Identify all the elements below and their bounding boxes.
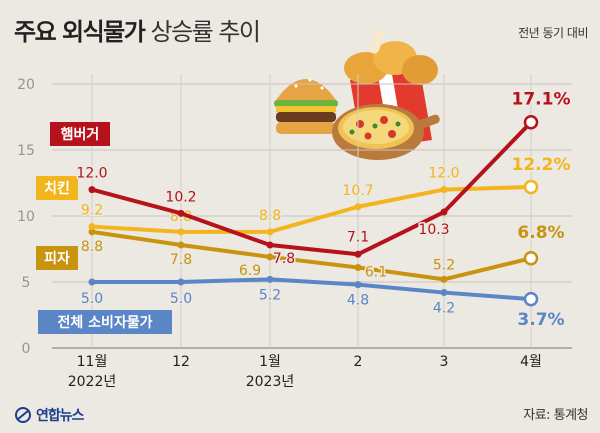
y-tick-label: 0: [22, 341, 31, 357]
chart-title: 주요 외식물가 상승률 추이: [14, 12, 261, 47]
legend-label: 피자: [44, 251, 70, 267]
x-tick-label: 12: [172, 354, 190, 370]
data-point: [177, 278, 185, 286]
data-label: 6.9: [239, 263, 261, 279]
data-label: 7.8: [273, 251, 295, 267]
data-point: [354, 281, 362, 289]
data-point: [440, 208, 448, 216]
data-point-end: [523, 291, 539, 307]
data-label: 4.2: [433, 301, 455, 317]
globe-logo-icon: [15, 407, 31, 423]
x-tick-sublabel: 2023년: [246, 374, 295, 390]
y-tick-label: 15: [17, 143, 35, 159]
data-point: [440, 275, 448, 283]
data-point: [88, 228, 96, 236]
title-bold: 주요 외식물가: [14, 18, 146, 46]
data-point: [266, 241, 274, 249]
x-tick-label: 4월: [520, 354, 542, 370]
series-2: 8.8 7.8 6.9 6.1 5.2 6.8% 피자: [36, 222, 566, 283]
data-point-end: [523, 179, 539, 195]
data-point: [440, 289, 448, 297]
x-tick-label: 1월: [259, 354, 281, 370]
data-point-end: [523, 250, 539, 266]
data-point: [177, 228, 185, 236]
data-point: [177, 241, 185, 249]
data-label: 3.7%: [517, 310, 564, 330]
data-label: 8.8: [81, 239, 103, 255]
data-point: [266, 253, 274, 261]
burger-icon: [274, 78, 338, 134]
legend-label: 전체 소비자물가: [57, 314, 152, 331]
data-label: 5.0: [81, 291, 103, 307]
y-tick-label: 10: [17, 209, 35, 225]
data-label: 17.1%: [512, 89, 571, 109]
data-point: [177, 209, 185, 217]
basis-note: 전년 동기 대비: [518, 26, 588, 40]
data-label: 7.1: [347, 229, 369, 245]
data-label: 12.2%: [512, 155, 571, 175]
food-illustration: [274, 28, 440, 160]
x-tick-label: 2: [354, 354, 363, 370]
legend-box: [38, 310, 172, 334]
data-label: 7.8: [170, 252, 192, 268]
legend-item: 전체 소비자물가: [38, 310, 172, 334]
source-note: 자료: 통계청: [523, 408, 588, 423]
data-point-end: [523, 115, 539, 130]
data-label: 12.0: [76, 166, 107, 182]
legend-box: [50, 122, 110, 146]
series-line: [91, 184, 532, 234]
series-line: [92, 277, 532, 302]
data-label: 5.2: [259, 287, 281, 303]
data-point: [440, 186, 448, 194]
legend-item: 햄버거: [50, 122, 110, 146]
y-tick-label: 20: [17, 77, 35, 93]
legend-box: [36, 246, 78, 270]
x-tick-label: 3: [440, 354, 449, 370]
data-point: [88, 278, 96, 286]
data-label: 5.0: [170, 291, 192, 307]
series-line: [91, 120, 533, 257]
data-point: [354, 203, 362, 211]
legend-item: 피자: [36, 246, 78, 270]
logo-text: 연합뉴스: [36, 408, 85, 424]
series-0: 12.0 10.2 7.8 7.1 10.3 17.1% 햄버거: [50, 88, 572, 269]
data-label: 8.8: [259, 208, 281, 224]
x-tick-sublabel: 2022년: [68, 374, 117, 390]
data-point: [266, 275, 274, 283]
data-label: 10.3: [418, 222, 449, 238]
data-point: [88, 223, 96, 231]
legend-label: 햄버거: [61, 126, 100, 143]
data-label: 6.1: [365, 264, 387, 280]
data-label: 4.8: [347, 293, 369, 309]
series-3: 5.0 5.0 5.2 4.8 4.2 3.7% 전체 소비자물가: [38, 275, 566, 334]
data-point: [354, 250, 362, 258]
grid: 0 5 10 15 20 11월 2022년 12 1월 2023년 2 3 4월: [17, 74, 572, 390]
series-line: [91, 229, 532, 282]
x-tick-label: 11월: [77, 354, 108, 370]
legend-label: 치킨: [44, 180, 70, 197]
data-point: [266, 228, 274, 236]
data-label: 5.2: [433, 257, 455, 273]
legend-item: 치킨: [36, 176, 78, 200]
data-label: 10.7: [342, 183, 373, 199]
data-label: 9.2: [81, 203, 103, 219]
y-tick-label: 5: [22, 275, 31, 291]
legend-box: [36, 176, 78, 200]
title-light: 상승률 추이: [150, 18, 261, 46]
data-point: [88, 186, 96, 194]
data-label: 10.2: [165, 189, 196, 205]
data-point: [354, 263, 362, 271]
data-label: 12.0: [428, 166, 459, 182]
data-label: 6.8%: [517, 223, 564, 243]
logo: 연합뉴스: [14, 405, 85, 425]
